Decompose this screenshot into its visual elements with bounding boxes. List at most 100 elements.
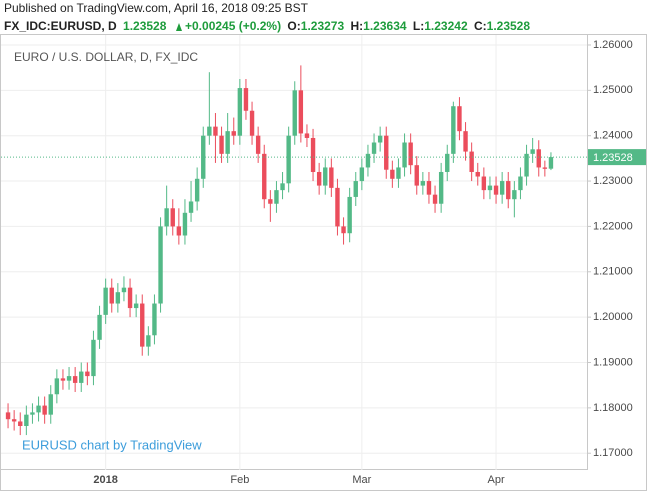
candle-body (146, 335, 151, 347)
candle-body (359, 167, 365, 182)
candle-body (237, 88, 243, 136)
candle-body (24, 414, 29, 427)
candle-body (304, 133, 310, 138)
candle-body (329, 167, 334, 188)
candle-body (121, 287, 127, 293)
candle-body (438, 171, 444, 204)
x-tick-label: 2018 (93, 474, 117, 486)
candle-body (548, 157, 554, 169)
chart-title: EURO / U.S. DOLLAR, D, FX_IDC (14, 50, 198, 64)
y-tick-label: 1.24000 (593, 130, 633, 142)
quote-line: FX_IDC:EURUSD, D 1.23528 (4, 19, 167, 33)
candle-body (152, 303, 157, 336)
candle-body (390, 169, 395, 179)
candle-body (414, 165, 419, 186)
candle-body (85, 371, 90, 377)
candle-body (194, 178, 200, 202)
candle-body (176, 226, 182, 236)
candle-body (60, 378, 66, 381)
symbol: FX_IDC:EURUSD, D (4, 19, 117, 33)
high-value: 1.23634 (363, 19, 407, 33)
candle-body (536, 149, 541, 168)
candle-body (5, 412, 11, 420)
watermark: EURUSD chart by TradingView (22, 437, 202, 452)
candle-body (542, 167, 548, 169)
candle-body (158, 226, 163, 304)
y-tick-label: 1.23000 (593, 175, 633, 187)
candle-body (170, 208, 175, 227)
candle-body (182, 212, 188, 236)
candle-body (255, 135, 261, 154)
candle-body (506, 181, 511, 200)
candle-body (54, 378, 60, 395)
candle-body (115, 292, 121, 304)
candle-body (36, 405, 41, 413)
y-tick-label: 1.26000 (593, 39, 633, 51)
candle-body (323, 167, 328, 186)
y-tick-label: 1.21000 (593, 266, 633, 278)
candle-body (91, 339, 96, 377)
candle-body (243, 88, 249, 111)
candle-body (402, 142, 407, 168)
candle-body (225, 131, 230, 154)
candle-body (426, 181, 432, 195)
candle-body (377, 135, 383, 143)
quote-values: +0.00245 (+0.2%) O:1.23273 H:1.23634 L:1… (185, 19, 530, 33)
candle-body (262, 153, 267, 200)
published-note: Published on TradingView.com, April 16, … (4, 1, 309, 15)
candle-body (499, 181, 505, 195)
candle-body (396, 167, 401, 179)
candle-body (316, 171, 322, 186)
candle-body (231, 131, 236, 136)
open-label: O: (287, 19, 300, 33)
candle-body (30, 412, 35, 415)
candle-body (164, 208, 169, 227)
candle-body (97, 314, 102, 340)
candle-body (487, 185, 493, 191)
close-value: 1.23528 (487, 19, 531, 33)
candle-body (408, 142, 413, 166)
candle-body (18, 421, 23, 427)
candle-body (481, 176, 487, 191)
candle-body (140, 303, 145, 347)
candle-body (347, 196, 352, 234)
candle-body (353, 181, 358, 197)
change: +0.00245 (+0.2%) (185, 19, 281, 33)
candle-body (432, 194, 438, 204)
y-tick-label: 1.17000 (593, 447, 633, 459)
candle-body (292, 90, 297, 136)
candle-body (42, 405, 47, 415)
candle-body (463, 131, 468, 152)
candle-body (457, 106, 462, 132)
open-value: 1.23273 (301, 19, 345, 33)
y-tick-label: 1.18000 (593, 402, 633, 414)
candle-body (365, 153, 371, 168)
candle-body (66, 376, 72, 381)
y-tick-label: 1.19000 (593, 356, 633, 368)
up-arrow-icon (176, 23, 182, 31)
candle-body (48, 394, 53, 415)
candle-body (133, 303, 139, 309)
y-tick-label: 1.20000 (593, 311, 633, 323)
candle-body (79, 371, 84, 383)
candle-body (249, 110, 255, 136)
candle-body (286, 135, 291, 184)
candle-body (445, 153, 450, 172)
high-label: H: (351, 19, 364, 33)
x-tick-label: Feb (230, 474, 249, 486)
candle-body (530, 149, 535, 154)
outer-frame (0, 34, 647, 491)
x-tick-label: Apr (487, 474, 504, 486)
low-value: 1.23242 (424, 19, 468, 33)
low-label: L: (413, 19, 424, 33)
candle-body (274, 190, 279, 204)
y-tick-label: 1.25000 (593, 84, 633, 96)
candle-body (493, 185, 499, 195)
candle-body (469, 151, 474, 172)
candle-body (310, 137, 316, 172)
candle-body (280, 183, 285, 191)
candle-body (188, 201, 194, 213)
candle-body (127, 287, 133, 309)
candle-body (335, 187, 340, 227)
